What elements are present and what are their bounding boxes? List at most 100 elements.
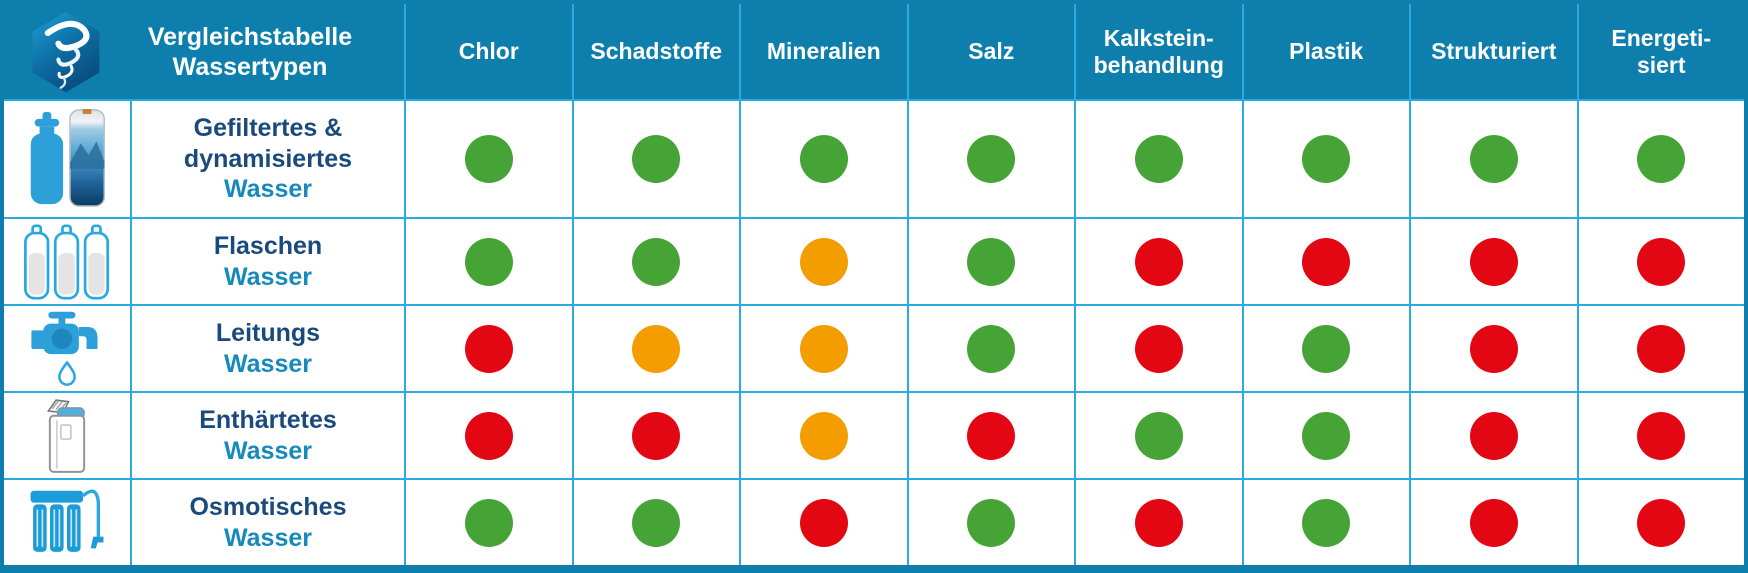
rating-cell <box>573 101 739 217</box>
rating-cell <box>406 306 572 391</box>
rating-dot-green <box>1134 411 1183 460</box>
rating-cell <box>406 101 572 217</box>
row-icon-cell <box>4 480 130 565</box>
row-label: Gefiltertes & dynamisiertes <box>183 114 353 173</box>
column-header-mineralien: Mineralien <box>741 4 907 99</box>
rating-dot-red <box>1637 411 1686 460</box>
row-label: Flaschen <box>213 232 323 260</box>
tap-faucet-icon <box>23 310 111 388</box>
rating-cell <box>1578 306 1744 391</box>
water-softener-icon <box>31 397 103 475</box>
rating-cell <box>741 219 907 304</box>
rating-cell <box>573 393 739 478</box>
rating-dot-red <box>1469 324 1518 373</box>
rating-dot-green <box>632 237 681 286</box>
rating-cell <box>1411 101 1577 217</box>
rating-cell <box>1411 393 1577 478</box>
rating-dot-green <box>464 237 513 286</box>
rating-dot-green <box>464 135 513 183</box>
rating-dot-green <box>1302 135 1351 183</box>
rating-cell <box>908 306 1074 391</box>
rating-cell <box>741 306 907 391</box>
rating-dot-green <box>1637 135 1686 183</box>
rating-dot-red <box>1637 498 1686 547</box>
rating-cell <box>573 306 739 391</box>
row-label-cell: Osmotisches Wasser <box>132 480 404 565</box>
rating-cell <box>1411 480 1577 565</box>
row-label-cell: Gefiltertes & dynamisiertes Wasser <box>132 101 404 217</box>
column-header-kalksteinbehandlung: Kalkstein- behandlung <box>1076 4 1242 99</box>
rating-dot-green <box>967 237 1016 286</box>
column-header-schadstoffe: Schadstoffe <box>573 4 739 99</box>
osmosis-unit-icon <box>22 484 112 562</box>
rating-dot-red <box>464 324 513 373</box>
row-label-cell: Leitungs Wasser <box>132 306 404 391</box>
rating-dot-green <box>1469 135 1518 183</box>
rating-cell <box>1076 393 1242 478</box>
rating-dot-red <box>1469 237 1518 286</box>
rating-cell <box>741 393 907 478</box>
column-header-plastik: Plastik <box>1243 4 1409 99</box>
rating-cell <box>1411 306 1577 391</box>
vortex-logo-icon <box>28 10 104 94</box>
rating-dot-red <box>1134 498 1183 547</box>
rating-cell <box>1578 393 1744 478</box>
rating-dot-green <box>799 135 848 183</box>
rating-cell <box>908 219 1074 304</box>
row-icon-cell <box>4 219 130 304</box>
rating-cell <box>573 219 739 304</box>
rating-dot-red <box>1134 237 1183 286</box>
rating-cell <box>1578 219 1744 304</box>
row-label-suffix: Wasser <box>223 436 312 465</box>
column-header-strukturiert: Strukturiert <box>1411 4 1577 99</box>
row-label-suffix: Wasser <box>223 262 312 291</box>
rating-cell <box>1243 393 1409 478</box>
column-header-salz: Salz <box>908 4 1074 99</box>
rating-cell <box>1076 101 1242 217</box>
rating-dot-green <box>1134 135 1183 183</box>
row-label: Osmotisches <box>189 493 347 521</box>
rating-cell <box>908 101 1074 217</box>
header-title-cell: Vergleichstabelle Wassertypen <box>4 4 404 99</box>
column-header-energetisiert: Energeti- siert <box>1578 4 1744 99</box>
column-header-chlor: Chlor <box>406 4 572 99</box>
row-icon-cell <box>4 306 130 391</box>
rating-dot-red <box>1637 324 1686 373</box>
rating-dot-green <box>464 498 513 547</box>
rating-dot-red <box>799 498 848 547</box>
rating-dot-red <box>1302 237 1351 286</box>
rating-dot-green <box>1302 411 1351 460</box>
rating-dot-orange <box>799 411 848 460</box>
rating-dot-red <box>1134 324 1183 373</box>
rating-cell <box>1076 480 1242 565</box>
row-icon-cell <box>4 393 130 478</box>
rating-dot-green <box>1302 324 1351 373</box>
rating-dot-red <box>1637 237 1686 286</box>
row-label-cell: Enthärtetes Wasser <box>132 393 404 478</box>
table-title: Vergleichstabelle Wassertypen <box>147 22 353 81</box>
row-label-suffix: Wasser <box>223 523 312 552</box>
rating-cell <box>406 393 572 478</box>
row-label-cell: Flaschen Wasser <box>132 219 404 304</box>
rating-cell <box>908 480 1074 565</box>
rating-cell <box>1578 480 1744 565</box>
rating-cell <box>1076 306 1242 391</box>
rating-cell <box>1411 219 1577 304</box>
rating-cell <box>1578 101 1744 217</box>
rating-dot-orange <box>799 237 848 286</box>
rating-dot-green <box>967 324 1016 373</box>
rating-dot-orange <box>632 324 681 373</box>
row-label-suffix: Wasser <box>223 175 312 204</box>
rating-cell <box>1243 306 1409 391</box>
rating-dot-red <box>632 411 681 460</box>
row-label: Leitungs <box>215 319 321 347</box>
rating-dot-red <box>967 411 1016 460</box>
rating-dot-green <box>967 498 1016 547</box>
rating-cell <box>1243 219 1409 304</box>
row-icon-cell <box>4 101 130 217</box>
rating-cell <box>1243 101 1409 217</box>
rating-dot-red <box>1469 498 1518 547</box>
rating-cell <box>741 480 907 565</box>
rating-cell <box>1076 219 1242 304</box>
filter-cartridge-icon <box>18 108 116 210</box>
